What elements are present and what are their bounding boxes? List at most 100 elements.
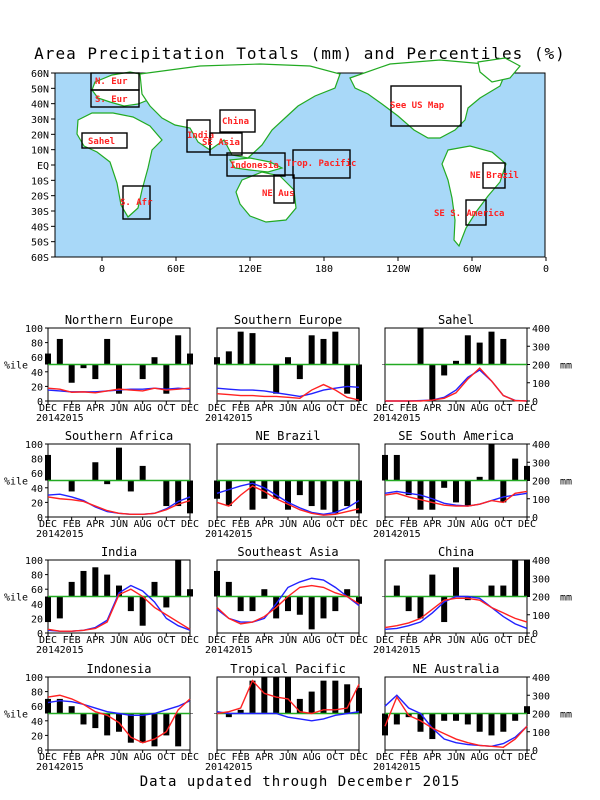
region-box xyxy=(292,149,351,179)
x-tick-label: DEC xyxy=(350,752,368,763)
region-label: Sahel xyxy=(88,137,115,147)
percentile-bar xyxy=(214,357,220,365)
left-tick-label: 20 xyxy=(31,614,43,625)
x-tick-label: JUN xyxy=(110,635,128,646)
left-tick-label: 20 xyxy=(31,498,43,509)
precip-2015-line xyxy=(384,597,528,629)
percentile-bar xyxy=(225,480,232,507)
percentile-bar xyxy=(512,713,519,721)
normal-precip-line xyxy=(216,482,360,515)
percentile-bar xyxy=(344,480,351,507)
panel-title: Southern Europe xyxy=(234,313,342,327)
left-tick-label: 40 xyxy=(31,717,43,728)
year-label: 2015 xyxy=(397,529,421,540)
percentile-bar xyxy=(285,357,291,365)
panel-title: NE Australia xyxy=(413,662,500,676)
normal-precip-line xyxy=(216,577,360,623)
percentile-bar xyxy=(92,462,99,481)
percentile-bar xyxy=(356,596,362,604)
x-tick-label: DEC xyxy=(350,403,368,414)
percentile-bar xyxy=(429,713,436,740)
left-tick-label: 60 xyxy=(31,702,43,713)
percentile-bar xyxy=(417,328,424,365)
percentile-bar xyxy=(441,596,448,623)
lat-label: 40S xyxy=(31,222,49,233)
lon-label: 120E xyxy=(238,264,262,275)
lon-label: 120W xyxy=(386,264,411,275)
x-tick-label: AUG xyxy=(134,635,152,646)
left-tick-label: 60 xyxy=(31,353,43,364)
lat-label: 60N xyxy=(31,69,49,80)
percentile-bar xyxy=(512,458,519,481)
panel-title: India xyxy=(101,545,137,559)
percentile-bar xyxy=(56,698,63,714)
right-tick-label: 300 xyxy=(532,691,550,702)
year-label: 2015 xyxy=(229,413,253,424)
percentile-bar xyxy=(273,677,280,714)
percentile-bar xyxy=(500,338,507,365)
percentile-bar xyxy=(441,713,448,721)
x-tick-label: DEC xyxy=(208,752,226,763)
lat-label: 60S xyxy=(31,253,49,264)
x-tick-label: DEC xyxy=(208,519,226,530)
x-tick-label: DEC xyxy=(350,519,368,530)
percentile-bar xyxy=(344,589,351,597)
x-tick-label: FEB xyxy=(400,519,418,530)
year-label: 2015 xyxy=(229,529,253,540)
x-tick-label: DEC xyxy=(181,752,199,763)
left-tick-label: 60 xyxy=(31,585,43,596)
region-box xyxy=(219,109,256,133)
region-label: China xyxy=(222,116,249,127)
x-tick-label: JUN xyxy=(447,519,465,530)
region-box xyxy=(390,85,462,127)
percentile-bar xyxy=(45,353,51,365)
greenland-landmass xyxy=(477,57,521,83)
percentile-bar xyxy=(68,581,75,597)
percentile-bar xyxy=(417,596,424,619)
percentile-bar xyxy=(441,480,448,488)
right-tick-label: 300 xyxy=(532,574,550,585)
percentile-bar xyxy=(237,709,244,714)
x-tick-label: OCT xyxy=(494,403,512,414)
left-tick-label: 100 xyxy=(25,324,43,335)
left-tick-label: 100 xyxy=(25,556,43,567)
percentile-bar xyxy=(500,713,507,732)
left-tick-label: 20 xyxy=(31,382,43,393)
africa-landmass xyxy=(76,112,163,218)
panel-title: Southern Africa xyxy=(65,429,173,443)
percentile-bar xyxy=(163,596,170,608)
percentile-bar xyxy=(139,364,146,380)
right-tick-label: 200 xyxy=(532,710,550,721)
percentile-bar xyxy=(56,596,63,619)
percentile-bar xyxy=(476,342,483,365)
lon-label: 0 xyxy=(99,264,105,275)
percentile-bar xyxy=(139,596,146,626)
x-tick-label: APR xyxy=(423,635,442,646)
percentile-bar xyxy=(175,335,182,365)
region-box xyxy=(81,132,128,149)
normal-precip-line xyxy=(384,694,528,748)
percentile-bar xyxy=(163,713,170,736)
percentile-bar xyxy=(249,596,256,612)
right-tick-label: 200 xyxy=(532,477,550,488)
percentile-bar xyxy=(92,713,99,729)
panel-title: NE Brazil xyxy=(255,429,320,443)
region-label: NE Aus xyxy=(262,189,295,199)
year-label-left: 2014 xyxy=(205,529,229,540)
x-tick-label: APR xyxy=(255,519,274,530)
precip-2015-line xyxy=(47,588,191,632)
year-label-left: 2014 xyxy=(36,413,60,424)
region-label: NE Brazil xyxy=(470,170,519,181)
year-label-left: 2014 xyxy=(36,762,60,773)
x-tick-label: FEB xyxy=(232,752,250,763)
lat-label: 50S xyxy=(31,238,49,249)
percentile-bar xyxy=(68,364,75,383)
x-tick-label: DEC xyxy=(518,635,536,646)
percentile-bar xyxy=(320,338,327,365)
x-tick-label: OCT xyxy=(326,519,344,530)
percentile-bar xyxy=(382,454,388,481)
percentile-bar xyxy=(104,480,111,485)
percentile-bar xyxy=(429,364,436,401)
